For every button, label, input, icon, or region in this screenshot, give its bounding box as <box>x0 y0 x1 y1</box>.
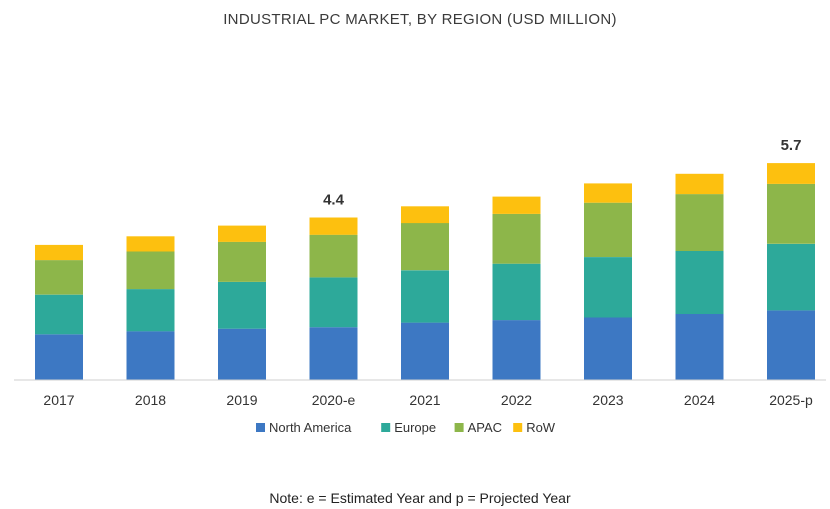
x-tick-label: 2019 <box>226 392 257 408</box>
legend-swatch-europe <box>381 423 391 432</box>
legend-label-apac: APAC <box>468 420 502 435</box>
bar-segment-row-2025-p <box>767 163 815 184</box>
bar-segment-row-2021 <box>401 206 449 224</box>
bar-segment-north-america-2023 <box>584 317 632 380</box>
legend-swatch-row <box>513 423 523 432</box>
bar-segment-north-america-2018 <box>126 331 175 380</box>
bar-segment-row-2019 <box>218 225 266 242</box>
bar-segment-europe-2025-p <box>767 243 815 311</box>
bar-segment-apac-2020-e <box>309 234 358 278</box>
bar-segment-apac-2019 <box>218 241 266 282</box>
bar-segment-north-america-2025-p <box>767 310 815 380</box>
chart-title: INDUSTRIAL PC MARKET, BY REGION (USD MIL… <box>223 11 617 28</box>
bar-segment-apac-2023 <box>584 202 632 257</box>
x-tick-label: 2024 <box>684 392 715 408</box>
bar-segment-north-america-2020-e <box>309 327 358 380</box>
bar-segment-north-america-2019 <box>218 328 266 380</box>
x-tick-label: 2020-e <box>312 392 356 408</box>
bar-segment-apac-2017 <box>35 260 83 295</box>
bar-segment-apac-2021 <box>401 223 449 271</box>
bar-segment-north-america-2022 <box>492 320 541 380</box>
x-tick-labels: 2017 2018 2019 2020-e 2021 2022 2023 2024 2025-p <box>43 392 813 408</box>
legend-label-north-america: North America <box>269 420 352 435</box>
legend-label-europe: Europe <box>394 420 436 435</box>
legend: North America Europe APAC RoW <box>256 420 556 435</box>
bar-segment-north-america-2017 <box>35 334 83 380</box>
bar-segment-apac-2018 <box>126 251 175 290</box>
bar-segment-apac-2022 <box>492 213 541 264</box>
footnote: Note: e = Estimated Year and p = Project… <box>269 490 571 506</box>
bar-segment-europe-2022 <box>492 263 541 321</box>
x-tick-label: 2017 <box>43 392 74 408</box>
bar-segment-europe-2018 <box>126 289 175 332</box>
x-tick-label: 2023 <box>592 392 623 408</box>
x-tick-label: 2022 <box>501 392 532 408</box>
bar-segment-europe-2017 <box>35 294 83 335</box>
legend-swatch-apac <box>454 423 464 432</box>
bar-total-label: 5.7 <box>781 137 802 154</box>
bar-segment-north-america-2024 <box>675 314 724 380</box>
bar-segment-row-2024 <box>675 173 724 195</box>
bar-annotations: 4.4 5.7 <box>323 137 801 208</box>
x-tick-label: 2021 <box>409 392 440 408</box>
bar-segment-europe-2023 <box>584 257 632 318</box>
bar-segment-row-2020-e <box>309 217 358 235</box>
bar-segment-row-2022 <box>492 196 541 214</box>
bar-segment-north-america-2021 <box>401 322 449 380</box>
legend-label-row: RoW <box>526 420 556 435</box>
x-tick-label: 2025-p <box>769 392 813 408</box>
bar-segment-europe-2019 <box>218 282 266 329</box>
bar-segment-row-2023 <box>584 183 632 203</box>
bar-total-label: 4.4 <box>323 192 345 209</box>
bar-segment-row-2018 <box>126 236 175 252</box>
bar-segment-europe-2020-e <box>309 277 358 328</box>
bar-segment-europe-2024 <box>675 251 724 314</box>
bar-segment-apac-2024 <box>675 194 724 251</box>
bar-segment-apac-2025-p <box>767 183 815 244</box>
bar-segment-europe-2021 <box>401 270 449 323</box>
legend-swatch-north-america <box>256 423 265 432</box>
bars-group <box>35 163 815 380</box>
bar-segment-row-2017 <box>35 244 83 261</box>
x-tick-label: 2018 <box>135 392 166 408</box>
